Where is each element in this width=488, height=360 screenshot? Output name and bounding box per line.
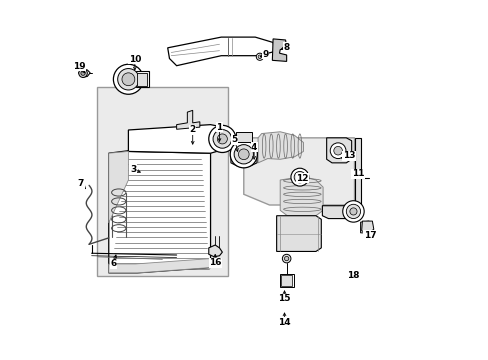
Polygon shape <box>276 216 321 251</box>
Bar <box>137 73 147 86</box>
Polygon shape <box>272 39 286 62</box>
FancyBboxPatch shape <box>235 132 251 142</box>
Text: 14: 14 <box>278 318 290 327</box>
Polygon shape <box>258 132 303 163</box>
Polygon shape <box>208 245 222 257</box>
Polygon shape <box>361 221 373 234</box>
Circle shape <box>282 254 290 263</box>
Text: 6: 6 <box>110 260 116 269</box>
Circle shape <box>294 171 305 183</box>
Bar <box>136 71 149 87</box>
Circle shape <box>113 64 143 94</box>
Circle shape <box>122 73 135 86</box>
Polygon shape <box>244 138 354 205</box>
Polygon shape <box>108 152 128 223</box>
Bar <box>281 275 292 286</box>
Circle shape <box>217 134 227 144</box>
Text: 3: 3 <box>130 165 136 174</box>
Circle shape <box>333 147 342 155</box>
Text: 7: 7 <box>78 179 84 188</box>
Circle shape <box>290 168 308 186</box>
Text: 1: 1 <box>216 123 222 132</box>
Text: 2: 2 <box>189 126 195 135</box>
Text: 18: 18 <box>346 271 359 280</box>
Circle shape <box>230 141 257 168</box>
Polygon shape <box>167 37 274 66</box>
Circle shape <box>238 149 248 159</box>
FancyBboxPatch shape <box>97 87 227 276</box>
Circle shape <box>258 55 261 59</box>
Text: 12: 12 <box>296 174 308 183</box>
Text: 8: 8 <box>283 42 289 51</box>
Circle shape <box>81 71 85 75</box>
Polygon shape <box>176 111 200 129</box>
Text: 5: 5 <box>231 135 238 144</box>
Text: 9: 9 <box>262 50 268 59</box>
Polygon shape <box>128 125 223 153</box>
Polygon shape <box>280 176 323 216</box>
Polygon shape <box>108 151 210 273</box>
Circle shape <box>349 208 356 215</box>
Circle shape <box>208 125 235 153</box>
Text: 19: 19 <box>73 62 85 71</box>
Text: 4: 4 <box>250 143 257 152</box>
Circle shape <box>346 204 360 219</box>
Polygon shape <box>326 138 351 163</box>
Text: 11: 11 <box>351 169 364 178</box>
Text: 10: 10 <box>128 55 141 64</box>
Text: 15: 15 <box>278 294 290 303</box>
Polygon shape <box>360 221 372 233</box>
Circle shape <box>118 68 139 90</box>
Polygon shape <box>322 206 351 219</box>
Text: 17: 17 <box>363 231 376 240</box>
Circle shape <box>284 256 288 261</box>
Bar <box>279 274 293 287</box>
Polygon shape <box>78 69 90 77</box>
Polygon shape <box>354 138 360 205</box>
Text: 13: 13 <box>342 151 354 160</box>
Circle shape <box>234 145 253 164</box>
Circle shape <box>342 201 364 222</box>
Text: 16: 16 <box>208 258 221 267</box>
Polygon shape <box>108 258 210 273</box>
Circle shape <box>79 69 87 77</box>
Circle shape <box>329 143 345 158</box>
Circle shape <box>213 130 231 148</box>
Circle shape <box>256 53 263 60</box>
